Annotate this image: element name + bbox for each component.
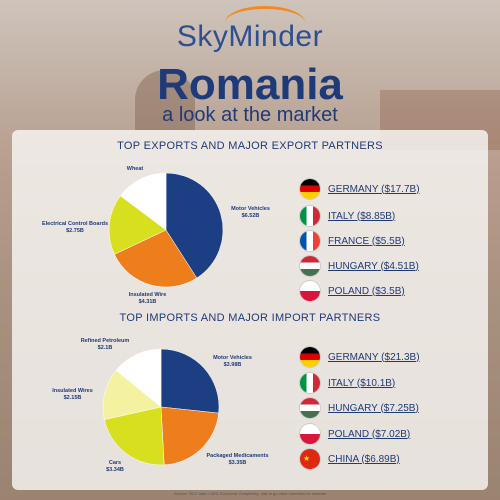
import-partner-label: CHINA ($6.89B) xyxy=(328,453,400,465)
export-partner-label: FRANCE ($5.5B) xyxy=(328,235,405,247)
poland-flag-icon xyxy=(300,281,320,301)
hungary-flag-icon xyxy=(300,256,320,276)
import-label-cars: Cars $3.34B xyxy=(106,460,124,473)
import-label-motor-vehicles: Motor Vehicles $3.98B xyxy=(213,355,252,368)
import-slice-refined-petroleum xyxy=(115,348,162,408)
import-slice-insulated-wires xyxy=(102,369,162,420)
logo-arc xyxy=(225,6,305,39)
export-partner-label: GERMANY ($17.7B) xyxy=(328,183,420,195)
import-partner-label: ITALY ($10.1B) xyxy=(328,377,396,389)
import-slice-packaged-medicaments xyxy=(160,406,219,466)
china-flag-icon: ★ xyxy=(300,449,320,469)
export-partner-label: POLAND ($3.5B) xyxy=(328,285,405,297)
germany-flag-icon xyxy=(300,347,320,367)
export-partner-poland[interactable]: POLAND ($3.5B) xyxy=(300,280,405,302)
poland-flag-icon xyxy=(300,424,320,444)
export-label-wheat: Wheat xyxy=(126,166,144,172)
italy-flag-icon xyxy=(300,206,320,226)
import-partner-hungary[interactable]: HUNGARY ($7.25B) xyxy=(300,397,419,419)
export-label-electrical-control-boards: Electrical Control Boards $2.75B xyxy=(41,221,109,234)
background-dome xyxy=(135,70,195,130)
export-slice-insulated-wire xyxy=(114,229,198,288)
page-subtitle: a look at the market xyxy=(162,104,338,126)
import-partner-germany[interactable]: GERMANY ($21.3B) xyxy=(300,346,420,368)
imports-pie-chart xyxy=(102,348,220,466)
imports-section-title: TOP IMPORTS AND MAJOR IMPORT PARTNERS xyxy=(119,312,381,324)
import-partner-poland[interactable]: POLAND ($7.02B) xyxy=(300,423,410,445)
import-slice-motor-vehicles xyxy=(160,348,220,414)
export-partner-italy[interactable]: ITALY ($8.85B) xyxy=(300,205,395,227)
import-label-packaged-medicaments: Packaged Medicaments $3.35B xyxy=(206,453,269,466)
export-slice-wheat xyxy=(120,172,167,231)
export-partner-germany[interactable]: GERMANY ($17.7B) xyxy=(300,178,420,200)
hungary-flag-icon xyxy=(300,398,320,418)
export-partner-label: ITALY ($8.85B) xyxy=(328,210,396,222)
export-partner-label: HUNGARY ($4.51B) xyxy=(328,260,419,272)
exports-section-title: TOP EXPORTS AND MAJOR EXPORT PARTNERS xyxy=(117,140,383,152)
export-partner-hungary[interactable]: HUNGARY ($4.51B) xyxy=(300,255,419,277)
import-partner-label: POLAND ($7.02B) xyxy=(328,428,411,440)
exports-pie-chart xyxy=(108,172,224,288)
import-partner-china[interactable]: ★ CHINA ($6.89B) xyxy=(300,448,400,470)
footer-source: Source: 2017 data • OEC Economic Complex… xyxy=(173,491,327,496)
export-label-motor-vehicles: Motor Vehicles $6.52B xyxy=(231,206,270,219)
italy-flag-icon xyxy=(300,373,320,393)
france-flag-icon xyxy=(300,231,320,251)
export-slice-motor-vehicles xyxy=(165,172,224,279)
import-label-refined-petroleum: Refined Petroleum $2.1B xyxy=(80,338,130,351)
export-partner-france[interactable]: FRANCE ($5.5B) xyxy=(300,230,405,252)
import-partner-italy[interactable]: ITALY ($10.1B) xyxy=(300,372,395,394)
export-slice-electrical-control-boards xyxy=(108,195,167,255)
import-partner-label: GERMANY ($21.3B) xyxy=(328,351,420,363)
page-title: Romania xyxy=(157,60,343,109)
import-label-insulated-wires: Insulated Wires $2.15B xyxy=(52,388,93,401)
germany-flag-icon xyxy=(300,179,320,199)
content-panel xyxy=(12,130,488,490)
import-partner-label: HUNGARY ($7.25B) xyxy=(328,402,419,414)
import-slice-cars xyxy=(104,406,165,466)
export-label-insulated-wire: Insulated Wire $4.31B xyxy=(128,292,167,305)
brand-logo: SkyMinder xyxy=(176,20,324,53)
